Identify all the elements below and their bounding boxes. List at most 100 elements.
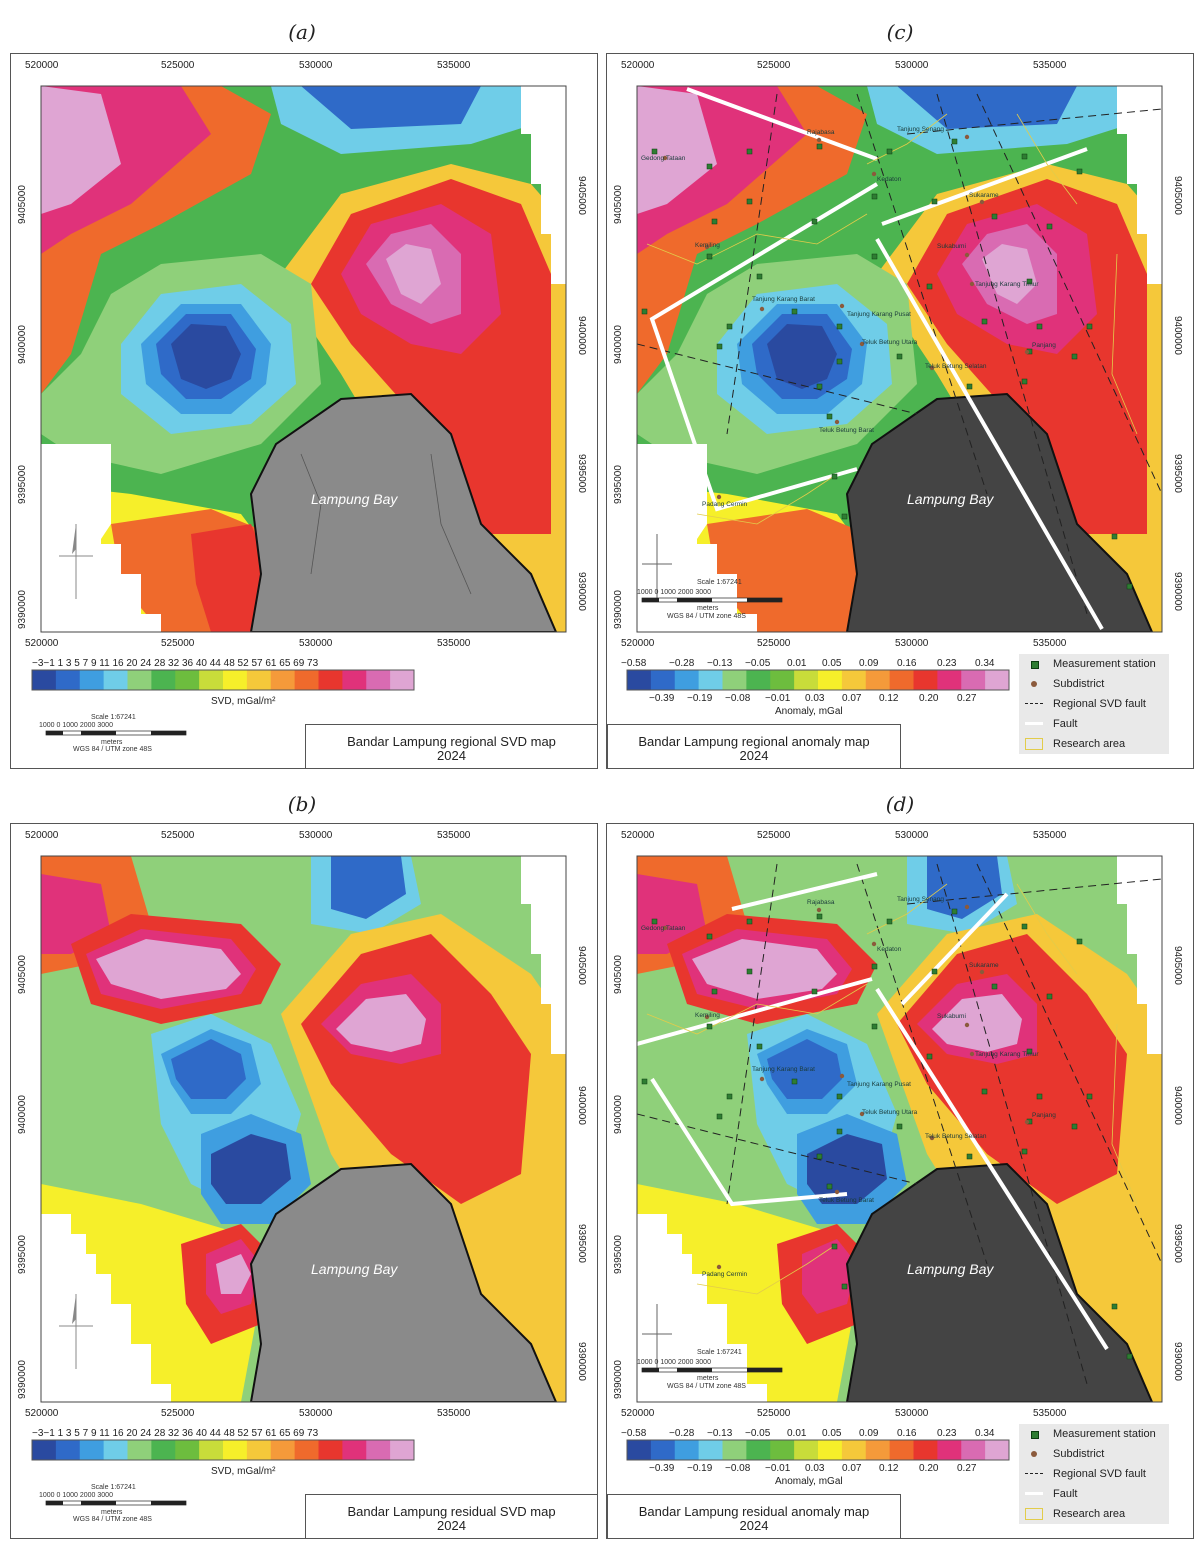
svg-text:525000: 525000 (161, 1408, 195, 1419)
legend-fault: Fault (1025, 1485, 1077, 1503)
colorbar-swatch (794, 670, 819, 690)
svg-text:−0.05: −0.05 (745, 658, 771, 669)
svg-text:meters: meters (697, 605, 719, 612)
legend-regional-fault-label: Regional SVD fault (1053, 698, 1146, 710)
svg-text:9390000: 9390000 (576, 572, 587, 611)
svg-text:−0.39: −0.39 (649, 693, 675, 704)
bay-label: Lampung Bay (907, 1261, 994, 1277)
svg-text:−0.39: −0.39 (649, 1463, 675, 1474)
svg-text:9390000: 9390000 (613, 1360, 624, 1399)
svg-text:525000: 525000 (161, 638, 195, 649)
colorbar-swatch (294, 670, 319, 690)
svg-text:1000 0 1000 2000: 1000 0 1000 2000 3000 (637, 589, 711, 596)
svg-text:−0.28: −0.28 (669, 658, 695, 669)
label-teluk-betung-utara: Teluk Betung Utara (862, 339, 918, 346)
svg-text:535000: 535000 (1033, 1408, 1067, 1419)
colorbar-swatch (342, 1440, 367, 1460)
colorbar-swatch (55, 670, 81, 690)
title-line: Bandar Lampung residual anomaly map (638, 1504, 870, 1519)
label-tanjung-karang-pusat: Tanjung Karang Pusat (847, 311, 911, 318)
research-area (646, 883, 1138, 1295)
svg-text:−0.01: −0.01 (765, 1463, 791, 1474)
svg-text:9405000: 9405000 (17, 185, 28, 224)
colorbar-swatch (961, 670, 986, 690)
subdistrict-points (662, 134, 1030, 500)
colorbar-swatch (770, 670, 795, 690)
svg-text:0.09: 0.09 (859, 1428, 879, 1439)
title-line: Bandar Lampung residual SVD map (347, 1504, 556, 1519)
label-tanjung-karang-timur: Tanjung Karang Timur (975, 281, 1039, 288)
svg-text:Scale 1:67241: Scale 1:67241 (697, 1349, 742, 1356)
x-ticks-top: 520000 525000 530000 535000 (25, 60, 471, 71)
svg-text:9405000: 9405000 (613, 955, 624, 994)
colorbar-swatch (199, 670, 224, 690)
svg-text:9400000: 9400000 (1172, 316, 1183, 355)
svg-text:530000: 530000 (895, 638, 929, 649)
anomaly-colorbar-label: Anomaly, mGal (775, 1476, 843, 1487)
svg-text:9405000: 9405000 (576, 946, 587, 985)
svg-text:530000: 530000 (299, 1408, 333, 1419)
title-year: 2024 (437, 748, 466, 763)
svg-text:−0.19: −0.19 (687, 693, 713, 704)
label-tanjung-karang-timur: Tanjung Karang Timur (975, 1051, 1039, 1058)
svg-text:Scale 1:67241: Scale 1:67241 (697, 579, 742, 586)
bay-label: Lampung Bay (907, 491, 994, 507)
x-ticks-bottom: 520000 525000 530000 535000 (621, 638, 1067, 649)
svg-text:0.23: 0.23 (937, 1428, 957, 1439)
label-tanjung-karang-barat: Tanjung Karang Barat (752, 1066, 815, 1073)
svg-text:0.16: 0.16 (897, 658, 917, 669)
colorbar-swatch (366, 670, 391, 690)
anomaly-lower-ticks: −0.39 −0.19 −0.08 −0.01 0.03 0.07 0.12 0… (649, 1463, 977, 1474)
y-ticks-right: 9405000 9400000 9395000 9390000 (1172, 946, 1183, 1381)
label-sukabumi: Sukabumi (937, 243, 966, 250)
svg-text:0.01: 0.01 (787, 1428, 807, 1439)
legend-station-label: Measurement station (1053, 658, 1156, 670)
label-tanjung-karang-pusat: Tanjung Karang Pusat (847, 1081, 911, 1088)
legend-research-area-label: Research area (1053, 738, 1126, 750)
svg-text:WGS 84 / UTM zone 48S: WGS 84 / UTM zone 48S (73, 1516, 152, 1523)
map-residual-anomaly: Rajabasa Tanjung Senang Gedong Tataan Ke… (613, 830, 1183, 1487)
title-line: Bandar Lampung regional anomaly map (638, 734, 870, 749)
svg-text:520000: 520000 (25, 638, 59, 649)
svg-text:520000: 520000 (621, 1408, 655, 1419)
svg-text:535000: 535000 (1033, 60, 1067, 71)
label-teluk-betung-barat: Teluk Betung Barat (819, 1197, 874, 1204)
bay-shape (249, 392, 558, 632)
legend-regional-fault: Regional SVD fault (1025, 695, 1146, 713)
bay-label: Lampung Bay (311, 1261, 398, 1277)
scale-bar-inset: Scale 1:67241 1000 0 1000 2000 3000 mete… (637, 1349, 783, 1390)
label-kemiling: Kemiling (695, 242, 720, 249)
colorbar-swatch (318, 670, 343, 690)
colorbar-swatch (390, 1440, 415, 1460)
title-year: 2024 (739, 748, 769, 763)
svg-text:9400000: 9400000 (576, 316, 587, 355)
colorbar-swatch (103, 670, 128, 690)
scale-bar-inset: Scale 1:67241 1000 0 1000 2000 3000 mete… (637, 579, 783, 620)
panel-residual-svd: Lampung Bay 520000 525000 530000 535000 … (10, 823, 598, 1539)
north-arrow-icon (642, 1304, 672, 1369)
svg-text:0.34: 0.34 (975, 1428, 995, 1439)
svg-text:9390000: 9390000 (613, 590, 624, 629)
svg-text:9395000: 9395000 (576, 1224, 587, 1263)
svg-text:520000: 520000 (621, 60, 655, 71)
dashed-line-icon (1025, 1467, 1043, 1481)
panel-label-a: (a) (288, 20, 316, 44)
colorbar-swatch (746, 670, 771, 690)
subdistrict-labels: Rajabasa Tanjung Senang Gedong Tataan Ke… (641, 896, 1056, 1278)
svg-text:530000: 530000 (895, 60, 929, 71)
colorbar-swatch (650, 1440, 676, 1460)
label-teluk-betung-utara: Teluk Betung Utara (862, 1109, 918, 1116)
label-kedaton: Kedaton (877, 176, 902, 183)
svg-text:9400000: 9400000 (613, 325, 624, 364)
colorbar-outline (31, 1439, 415, 1461)
y-ticks-left: 9405000 9400000 9395000 9390000 (17, 955, 28, 1399)
anomaly-lower-ticks: −0.39 −0.19 −0.08 −0.01 0.03 0.07 0.12 0… (649, 693, 977, 704)
svg-text:0.07: 0.07 (842, 693, 862, 704)
colorbar-swatch (985, 1440, 1010, 1460)
svg-text:WGS 84 / UTM zone 48S: WGS 84 / UTM zone 48S (667, 1383, 746, 1390)
svg-text:530000: 530000 (299, 830, 333, 841)
colorbar-swatch (722, 670, 747, 690)
svg-text:−0.01: −0.01 (765, 693, 791, 704)
svg-text:−0.28: −0.28 (669, 1428, 695, 1439)
research-area-icon (1025, 1507, 1043, 1521)
